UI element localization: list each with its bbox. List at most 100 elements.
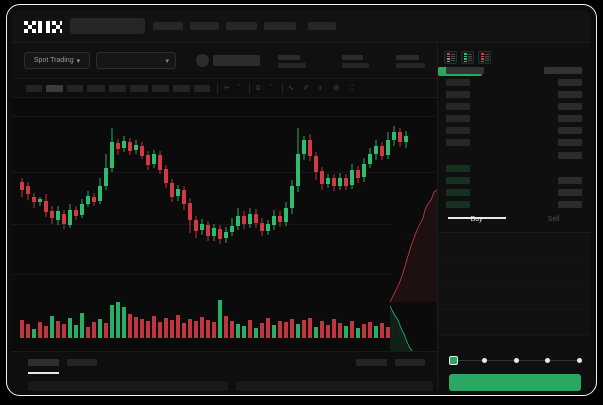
bar (450, 56, 455, 57)
order-input-field[interactable] (438, 233, 591, 258)
timeframe-button[interactable] (109, 85, 126, 92)
market-stat (278, 55, 306, 68)
timeframe-button[interactable] (130, 85, 148, 92)
slider-handle[interactable] (449, 356, 458, 365)
nav-item[interactable] (264, 22, 296, 30)
gridline (12, 116, 437, 117)
orderbook-bid-row[interactable] (446, 165, 470, 172)
bar (467, 58, 472, 59)
orderbook-view-modes (444, 51, 491, 64)
segment (446, 55, 450, 57)
segment (480, 60, 484, 62)
orderbook-ask-row[interactable] (446, 91, 470, 98)
timeframe-button[interactable] (87, 85, 105, 92)
orderbook-ask-row[interactable] (446, 115, 470, 122)
orders-action[interactable] (356, 359, 387, 366)
nav-item[interactable] (153, 22, 183, 30)
orderbook-bid-row[interactable] (446, 189, 470, 196)
segment (480, 55, 484, 57)
candlestick-series (20, 126, 408, 244)
orders-content-box (28, 381, 228, 391)
stat-label (342, 55, 363, 60)
orders-tab[interactable] (67, 359, 97, 366)
active-tab-indicator (28, 372, 59, 374)
segment (446, 60, 450, 62)
toolbar-divider (217, 83, 218, 94)
timeframe-button[interactable] (26, 85, 42, 92)
gridline (12, 274, 437, 275)
tab-sell[interactable]: Sell (515, 216, 591, 223)
fullscreen-icon[interactable]: ⛶ (349, 85, 354, 92)
timeframe-button[interactable] (194, 85, 210, 92)
tab-buy[interactable]: Buy (438, 216, 515, 223)
bar (467, 54, 472, 55)
slider-stop[interactable] (482, 358, 487, 363)
orderbook-bid-size (558, 189, 582, 196)
mode-bars (450, 54, 455, 61)
orderbook-ask-row[interactable] (446, 127, 470, 134)
trading-pair-select[interactable]: ▾ (96, 52, 176, 69)
chart-toolbar: ⌲ ˇ ⌸ ˇ ∿ ✐ ⌽ ⚙ ⛶ (12, 79, 437, 98)
orderbook-ask-row[interactable] (446, 103, 470, 110)
volume-histogram (20, 300, 402, 338)
timeframe-button[interactable] (46, 85, 63, 92)
slider-stop[interactable] (576, 358, 582, 363)
amount-percent-slider[interactable] (449, 356, 582, 365)
orderbook-header-right (544, 67, 582, 74)
search-input[interactable] (70, 18, 145, 34)
order-book[interactable] (438, 67, 591, 208)
mode-segments (446, 53, 450, 62)
orders-content-box (236, 381, 433, 391)
order-input-field[interactable] (438, 285, 591, 310)
orders-tab[interactable] (28, 359, 59, 366)
nav-item[interactable] (190, 22, 219, 30)
trade-side-panel: Buy Sell (437, 43, 591, 391)
order-input-field[interactable] (438, 259, 591, 284)
chevron-down-icon[interactable]: ˇ (270, 85, 273, 92)
nav-item[interactable] (226, 22, 257, 30)
settings-icon[interactable]: ⚙ (333, 85, 340, 92)
chevron-down-icon[interactable]: ˇ (238, 85, 241, 92)
stat-value (396, 63, 425, 68)
orderbook-ask-size (558, 91, 582, 98)
mode-bars (467, 54, 472, 61)
okx-logo[interactable] (24, 21, 62, 33)
orders-action[interactable] (395, 359, 425, 366)
orderbook-ask-row[interactable] (446, 79, 470, 86)
orderbook-bid-row[interactable] (446, 177, 470, 184)
bar (484, 56, 489, 57)
spot-trading-dropdown[interactable]: Spot Trading ▾ (24, 52, 90, 69)
orderbook-asks-icon[interactable] (478, 51, 491, 64)
slider-stop[interactable] (513, 358, 519, 363)
gridline (12, 224, 437, 225)
stat-label (396, 55, 419, 60)
bar (467, 60, 472, 61)
device-frame: Spot Trading ▾ ▾ ⌲ ˇ ⌸ ˇ ∿ ✐ ⌽ ⚙ ⛶ (6, 4, 597, 396)
segment (463, 60, 467, 62)
orderbook-ask-row[interactable] (446, 139, 470, 146)
bar (450, 60, 455, 61)
bar (467, 56, 472, 57)
toolbar-divider (282, 83, 283, 94)
slider-stop[interactable] (545, 358, 550, 363)
toolbar-divider (249, 83, 250, 94)
mode-segments (480, 53, 484, 62)
compare-icon[interactable]: ⌸ (256, 85, 261, 92)
orderbook-both-icon[interactable] (444, 51, 457, 64)
pencil-icon[interactable]: ✐ (303, 85, 309, 92)
camera-icon[interactable]: ⌽ (318, 85, 323, 92)
timeframe-button[interactable] (152, 85, 169, 92)
order-input-field[interactable] (438, 311, 591, 336)
nav-item[interactable] (308, 22, 336, 30)
price-chart[interactable] (12, 98, 437, 351)
submit-buy-button[interactable] (449, 374, 581, 391)
top-navigation-bar (12, 10, 591, 43)
line-style-icon[interactable]: ∿ (288, 85, 294, 92)
orderbook-bids-icon[interactable] (461, 51, 474, 64)
indicator-icon[interactable]: ⌲ (224, 85, 230, 92)
timeframe-button[interactable] (173, 85, 190, 92)
segment (480, 53, 484, 55)
orderbook-bid-row[interactable] (446, 201, 470, 208)
timeframe-button[interactable] (67, 85, 83, 92)
bar (484, 54, 489, 55)
